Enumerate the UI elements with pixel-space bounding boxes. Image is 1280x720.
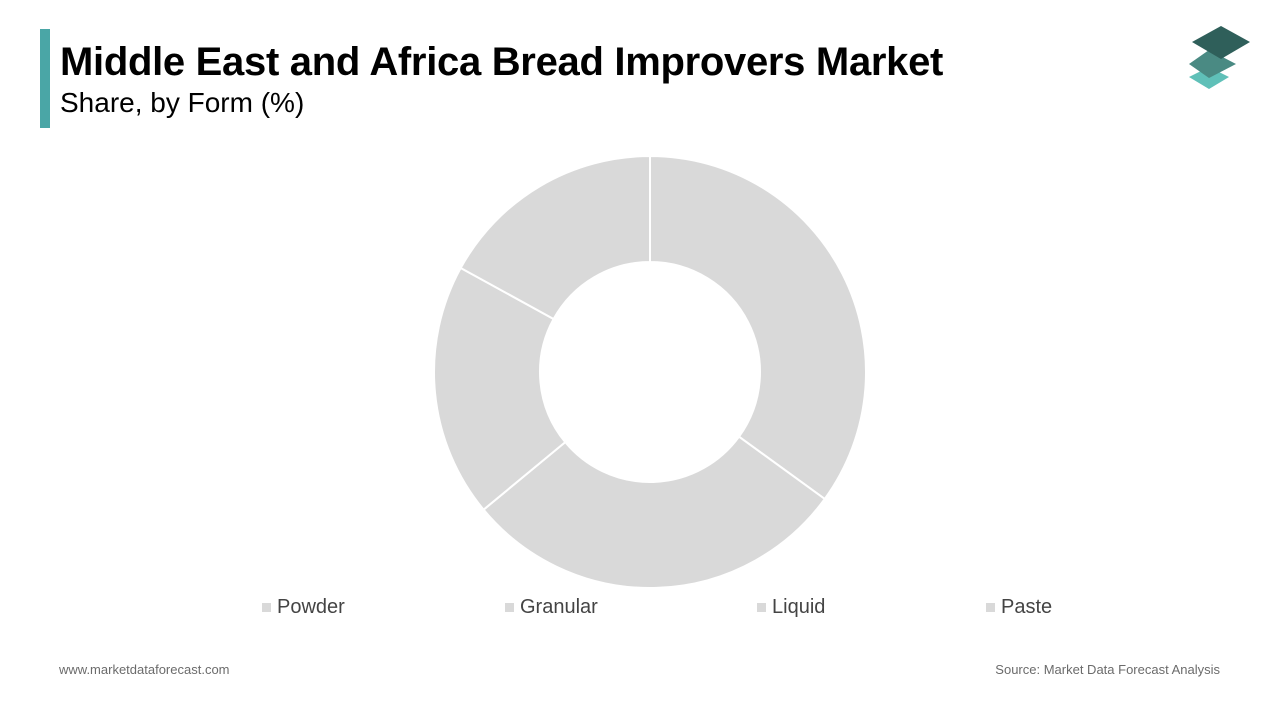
- legend-item-powder: Powder: [262, 594, 345, 620]
- legend-item-granular: Granular: [505, 594, 598, 620]
- donut-chart: [433, 154, 867, 589]
- donut-slice-liquid: [433, 266, 567, 512]
- donut-slice-paste: [459, 154, 651, 321]
- legend-item-liquid: Liquid: [757, 594, 825, 620]
- chart-legend: Powder Granular Liquid Paste: [0, 594, 1280, 620]
- title-accent-bar: [40, 29, 50, 128]
- stacked-layers-icon: [1189, 26, 1250, 89]
- legend-label: Granular: [520, 595, 598, 618]
- page-subtitle: Share, by Form (%): [60, 87, 305, 118]
- legend-label: Liquid: [772, 595, 826, 618]
- donut-slice-granular: [482, 435, 827, 589]
- legend-swatch: [986, 602, 995, 612]
- legend-item-paste: Paste: [986, 594, 1052, 620]
- donut-slice-powder: [649, 154, 867, 501]
- footer-website: www.marketdataforecast.com: [59, 662, 230, 677]
- footer-source: Source: Market Data Forecast Analysis: [995, 662, 1220, 677]
- legend-label: Powder: [277, 595, 345, 618]
- donut-slices: [433, 154, 867, 589]
- logo-layer-top: [1192, 26, 1250, 59]
- page-title: Middle East and Africa Bread Improvers M…: [60, 40, 944, 84]
- legend-swatch: [505, 602, 514, 612]
- legend-swatch: [262, 602, 271, 612]
- legend-label: Paste: [1001, 595, 1053, 618]
- legend-swatch: [757, 602, 766, 612]
- logo-layer-middle: [1189, 50, 1236, 78]
